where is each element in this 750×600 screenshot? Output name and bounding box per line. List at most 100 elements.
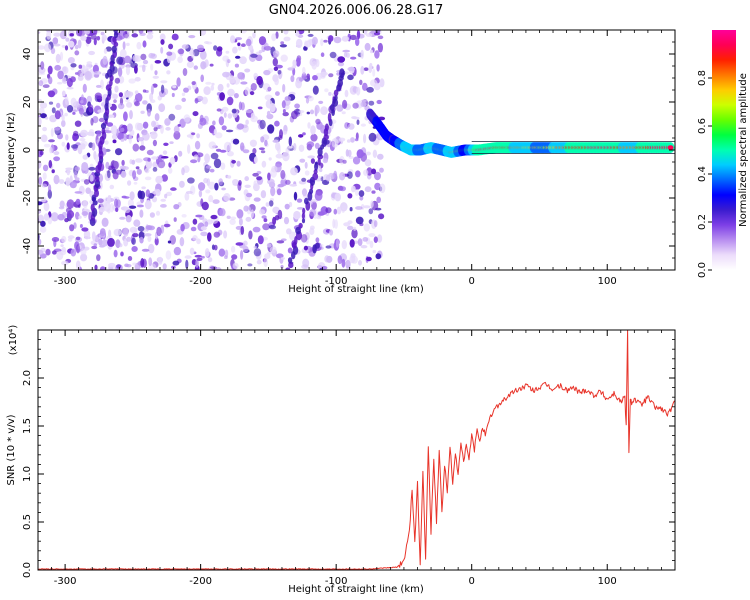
noise-speckle <box>62 77 67 82</box>
noise-speckle <box>271 165 278 173</box>
noise-speckle <box>336 104 344 112</box>
noise-speckle <box>364 186 372 193</box>
noise-speckle <box>362 30 368 35</box>
noise-speckle <box>109 184 115 190</box>
noise-speckle <box>220 162 226 170</box>
noise-speckle <box>48 139 55 143</box>
noise-speckle <box>358 260 362 266</box>
x-tick-label: -300 <box>54 276 77 287</box>
noise-speckle <box>69 33 74 37</box>
noise-speckle <box>42 172 47 180</box>
noise-speckle <box>65 167 73 171</box>
noise-speckle <box>203 86 211 95</box>
noise-speckle <box>73 170 78 179</box>
noise-speckle <box>191 50 195 59</box>
noise-speckle <box>266 110 271 117</box>
noise-speckle <box>144 233 152 237</box>
streak-segment <box>295 226 301 235</box>
noise-speckle <box>301 264 309 270</box>
y-tick-label: 0.0 <box>22 562 33 578</box>
noise-speckle <box>277 70 282 75</box>
noise-speckle <box>337 61 345 67</box>
noise-speckle <box>133 219 141 227</box>
noise-speckle <box>118 30 126 40</box>
noise-speckle <box>79 224 83 228</box>
noise-speckle <box>240 225 245 235</box>
noise-speckle <box>50 212 59 222</box>
noise-speckle <box>377 35 384 40</box>
noise-speckle <box>213 231 220 238</box>
noise-speckle <box>304 161 308 169</box>
noise-speckle <box>74 72 79 75</box>
x-tick-label: 0 <box>469 276 475 287</box>
noise-speckle <box>160 124 164 134</box>
noise-speckle <box>320 71 328 77</box>
noise-speckle <box>355 132 359 140</box>
noise-speckle <box>205 165 212 169</box>
noise-speckle <box>70 248 77 257</box>
colorbar: 0.0 0.2 0.4 0.6 0.8 Normalized spectral ampl… <box>697 30 749 278</box>
noise-speckle <box>176 77 181 87</box>
y-tick-label: -20 <box>22 190 33 206</box>
noise-speckle <box>279 44 287 48</box>
noise-speckle <box>151 120 156 128</box>
noise-speckle <box>45 248 51 256</box>
noise-speckle <box>232 138 240 145</box>
noise-speckle <box>77 39 82 49</box>
x-tick-label: -200 <box>189 576 212 587</box>
signal-ridge <box>366 108 675 158</box>
noise-speckle <box>142 121 149 129</box>
noise-speckle <box>126 42 130 47</box>
noise-speckle <box>290 167 298 176</box>
noise-speckle <box>310 133 318 142</box>
noise-speckle <box>379 183 386 194</box>
noise-speckle <box>154 60 162 64</box>
noise-speckle <box>48 101 54 105</box>
noise-speckle <box>69 181 77 189</box>
noise-speckle <box>53 174 60 185</box>
noise-speckle <box>260 136 265 143</box>
noise-speckle <box>341 205 348 211</box>
noise-speckle <box>226 96 234 106</box>
noise-speckle <box>43 202 50 212</box>
noise-speckle <box>40 134 48 143</box>
noise-speckle <box>232 46 238 54</box>
noise-speckle <box>70 63 77 68</box>
noise-speckle <box>312 75 318 81</box>
noise-speckle <box>352 102 359 109</box>
noise-speckle <box>80 140 88 147</box>
noise-speckle <box>106 114 115 118</box>
noise-speckle <box>200 255 205 259</box>
y-tick-label: 40 <box>22 48 33 61</box>
noise-speckle <box>74 166 80 171</box>
noise-speckle <box>198 190 203 198</box>
noise-speckle <box>363 67 369 71</box>
noise-speckle <box>38 176 43 186</box>
noise-speckle <box>288 136 292 147</box>
noise-speckle <box>317 211 325 216</box>
noise-speckle <box>366 151 371 156</box>
noise-speckle <box>139 32 146 36</box>
noise-speckle <box>185 259 189 269</box>
noise-speckle <box>224 249 229 258</box>
noise-speckle <box>221 187 226 191</box>
noise-speckle <box>272 74 279 82</box>
noise-speckle <box>235 242 244 246</box>
noise-speckle <box>72 111 76 115</box>
noise-speckle <box>355 86 361 96</box>
snr-line-layer <box>38 330 675 570</box>
noise-speckle <box>66 199 75 209</box>
colorbar-tick-label: 0.2 <box>697 214 708 230</box>
noise-speckle <box>127 199 134 208</box>
noise-speckle <box>173 125 180 134</box>
noise-speckle <box>277 209 283 220</box>
noise-speckle <box>42 126 47 132</box>
noise-speckle <box>256 259 262 265</box>
noise-speckle <box>372 249 377 254</box>
noise-speckle <box>209 266 217 270</box>
noise-speckle <box>227 88 235 97</box>
noise-speckle <box>57 70 64 80</box>
noise-speckle <box>265 99 273 109</box>
noise-speckle <box>143 157 151 162</box>
noise-speckle <box>125 66 131 76</box>
